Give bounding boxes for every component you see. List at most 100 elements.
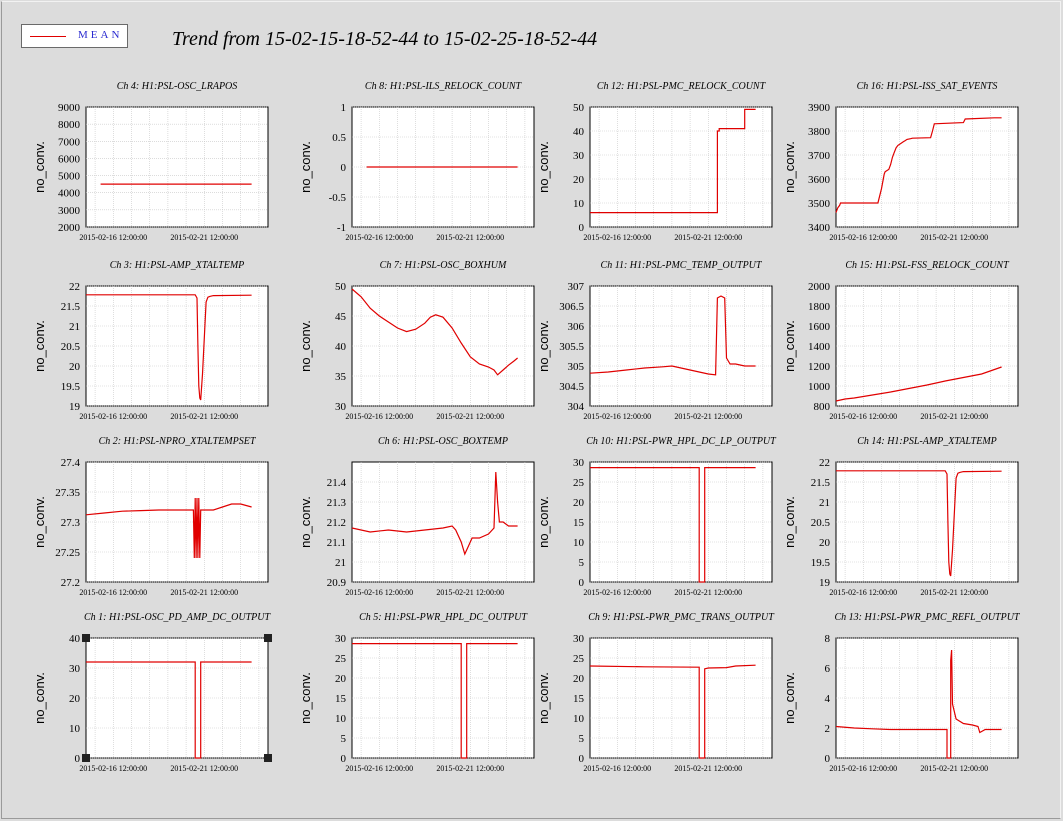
plot-area: [589, 106, 773, 228]
plot-7[interactable]: Ch 11: H1:PSL-PMC_TEMP_OUTPUT 304 304.5 305…: [536, 260, 773, 421]
plot-9[interactable]: Ch 2: H1:PSL-NPRO_XTALTEMPSET 27.2 27.25 27…: [32, 436, 269, 597]
y-tick-label: 3500: [808, 198, 831, 210]
y-axis-label: no_conv.: [298, 320, 313, 372]
y-tick-label: 30: [573, 150, 585, 162]
x-tick-label: 2015-02-21 12:00:00: [920, 412, 988, 421]
plot-14[interactable]: Ch 5: H1:PSL-PWR_HPL_DC_OUTPUT 0 5 10 15 20 25…: [298, 612, 535, 773]
y-tick-label: 3600: [808, 174, 831, 186]
x-tick-label: 2015-02-16 12:00:00: [829, 412, 897, 421]
y-axis-label: no_conv.: [32, 496, 47, 548]
selection-handle[interactable]: [264, 634, 272, 642]
plot-11[interactable]: Ch 10: H1:PSL-PWR_HPL_DC_LP_OUTPUT 0 5 10 15…: [536, 436, 777, 597]
y-tick-label: 20: [573, 673, 585, 685]
y-tick-label: 10: [573, 713, 585, 725]
plot-title: Ch 2: H1:PSL-NPRO_XTALTEMPSET: [99, 436, 257, 447]
y-tick-label: 1000: [808, 381, 831, 393]
y-axis-label: no_conv.: [782, 496, 797, 548]
y-tick-label: 8: [825, 633, 831, 645]
selection-handle[interactable]: [82, 754, 90, 762]
y-tick-label: 21.1: [327, 537, 346, 549]
series-line-mean: [590, 108, 756, 214]
x-tick-label: 2015-02-16 12:00:00: [79, 233, 147, 242]
plot-15[interactable]: Ch 9: H1:PSL-PWR_PMC_TRANS_OUTPUT 0 5 10 15 2…: [536, 612, 775, 773]
x-tick-label: 2015-02-16 12:00:00: [79, 412, 147, 421]
y-axis-label: no_conv.: [782, 141, 797, 193]
y-tick-label: 25: [573, 653, 585, 665]
y-tick-label: 20.5: [811, 517, 831, 529]
y-tick-label: 40: [69, 633, 81, 645]
plot-2[interactable]: Ch 8: H1:PSL-ILS_RELOCK_COUNT -1 -0.5 0 0.5 1…: [298, 81, 535, 242]
y-tick-label: 1400: [808, 341, 831, 353]
y-tick-label: -0.5: [329, 192, 347, 204]
plot-4[interactable]: Ch 16: H1:PSL-ISS_SAT_EVENTS 3400 3500 3600…: [782, 81, 1019, 242]
selection-handle[interactable]: [82, 634, 90, 642]
y-tick-label: 20: [335, 673, 347, 685]
x-tick-label: 2015-02-16 12:00:00: [583, 412, 651, 421]
y-tick-label: 50: [335, 281, 347, 293]
y-tick-label: 0: [341, 162, 347, 174]
y-tick-label: 19: [819, 577, 831, 589]
series-line-mean: [589, 664, 756, 759]
y-tick-label: 27.4: [61, 457, 81, 469]
plot-3[interactable]: Ch 12: H1:PSL-PMC_RELOCK_COUNT 0 10 20 30 40 5…: [536, 81, 773, 242]
y-axis-label: no_conv.: [32, 320, 47, 372]
y-tick-label: 10: [573, 198, 585, 210]
y-tick-label: 0: [341, 753, 347, 765]
plot-1[interactable]: Ch 4: H1:PSL-OSC_LRAPOS 2000 3000 4000 5000 6…: [32, 81, 269, 242]
y-tick-label: 19: [69, 401, 81, 413]
plot-5[interactable]: Ch 3: H1:PSL-AMP_XTALTEMP 19 19.5 20 20.5 21 2…: [32, 260, 269, 421]
y-tick-label: 30: [335, 633, 347, 645]
x-tick-label: 2015-02-21 12:00:00: [170, 412, 238, 421]
plot-12[interactable]: Ch 14: H1:PSL-AMP_XTALTEMP 19 19.5 20 20.5 21…: [782, 436, 1019, 597]
y-tick-label: 1: [341, 102, 347, 114]
y-axis-label: no_conv.: [536, 672, 551, 724]
x-tick-label: 2015-02-21 12:00:00: [436, 412, 504, 421]
plot-title: Ch 1: H1:PSL-OSC_PD_AMP_DC_OUTPUT: [84, 612, 272, 623]
x-tick-label: 2015-02-21 12:00:00: [674, 588, 742, 597]
legend-label: MEAN: [78, 29, 123, 41]
selection-handle[interactable]: [264, 754, 272, 762]
series-line-mean: [835, 366, 1002, 402]
y-tick-label: 2000: [808, 281, 831, 293]
x-tick-label: 2015-02-16 12:00:00: [583, 764, 651, 773]
x-tick-label: 2015-02-16 12:00:00: [79, 588, 147, 597]
series-line-mean: [835, 117, 1002, 213]
plot-10[interactable]: Ch 6: H1:PSL-OSC_BOXTEMP 20.9 21 21.1 21.2 21…: [298, 436, 535, 597]
y-tick-label: 30: [335, 401, 347, 413]
y-tick-label: 30: [573, 633, 585, 645]
plot-area: [835, 106, 1019, 228]
y-tick-label: 4: [825, 693, 831, 705]
x-tick-label: 2015-02-16 12:00:00: [345, 588, 413, 597]
y-tick-label: 27.35: [55, 487, 80, 499]
y-tick-label: 40: [335, 341, 347, 353]
y-tick-label: 22: [819, 457, 830, 469]
plot-area: [85, 106, 269, 228]
x-tick-label: 2015-02-16 12:00:00: [345, 764, 413, 773]
y-tick-label: 10: [69, 723, 81, 735]
y-axis-label: no_conv.: [298, 672, 313, 724]
x-tick-label: 2015-02-16 12:00:00: [345, 412, 413, 421]
y-axis-label: no_conv.: [32, 672, 47, 724]
x-tick-label: 2015-02-21 12:00:00: [170, 764, 238, 773]
y-tick-label: 15: [335, 693, 347, 705]
plot-13[interactable]: Ch 1: H1:PSL-OSC_PD_AMP_DC_OUTPUT 0 10 20 30…: [32, 612, 272, 773]
y-tick-label: 304.5: [559, 381, 584, 393]
y-tick-label: 800: [814, 401, 831, 413]
y-tick-label: 20.5: [61, 341, 81, 353]
plot-8[interactable]: Ch 15: H1:PSL-FSS_RELOCK_COUNT 800 1000 120…: [782, 260, 1019, 421]
x-tick-label: 2015-02-21 12:00:00: [436, 233, 504, 242]
y-tick-label: 21: [69, 321, 80, 333]
x-tick-label: 2015-02-21 12:00:00: [674, 764, 742, 773]
x-tick-label: 2015-02-21 12:00:00: [436, 764, 504, 773]
page-title: Trend from 15-02-15-18-52-44 to 15-02-25…: [172, 28, 598, 50]
plot-6[interactable]: Ch 7: H1:PSL-OSC_BOXHUM 30 35 40 45 50 2015-02…: [298, 260, 535, 421]
plot-title: Ch 16: H1:PSL-ISS_SAT_EVENTS: [857, 81, 998, 92]
y-tick-label: 20: [69, 361, 81, 373]
y-tick-label: 22: [69, 281, 80, 293]
y-tick-label: 19.5: [61, 381, 81, 393]
y-axis-label: no_conv.: [536, 320, 551, 372]
x-tick-label: 2015-02-21 12:00:00: [674, 233, 742, 242]
plot-16[interactable]: Ch 13: H1:PSL-PWR_PMC_REFL_OUTPUT 0 2 4 6 8 20…: [782, 612, 1021, 773]
series-line-mean: [86, 294, 252, 401]
